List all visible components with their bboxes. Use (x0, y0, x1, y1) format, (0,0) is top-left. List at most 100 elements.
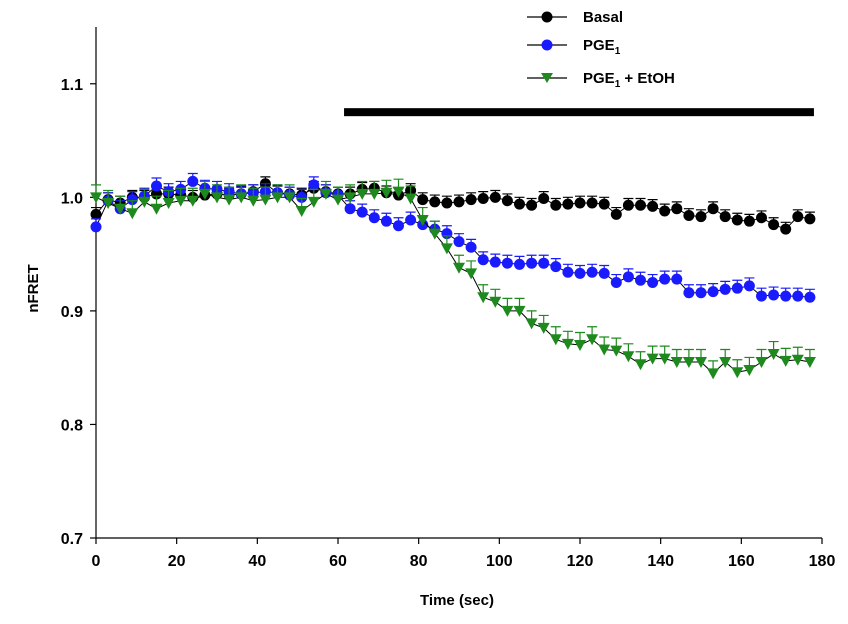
data-point-pge1 (707, 286, 719, 298)
data-point-basal (441, 197, 453, 209)
data-point-pge1-etoh (707, 368, 720, 380)
data-point-pge1-etoh (489, 296, 502, 308)
data-point-pge1-etoh (755, 356, 768, 368)
data-point-pge1 (501, 257, 513, 269)
data-point-pge1 (743, 280, 755, 292)
data-point-pge1-etoh (356, 188, 369, 200)
x-tick-label: 180 (809, 553, 836, 570)
data-point-pge1-etoh (658, 353, 671, 365)
data-point-basal (586, 197, 598, 209)
x-tick-label: 160 (728, 553, 755, 570)
data-point-basal (538, 192, 550, 204)
data-point-pge1-etoh (598, 344, 611, 356)
data-point-basal (550, 199, 562, 211)
data-point-pge1 (344, 203, 356, 215)
data-point-pge1-etoh (428, 228, 441, 240)
data-point-basal (756, 212, 767, 224)
data-point-basal (635, 199, 646, 211)
data-point-pge1-etoh (271, 192, 284, 204)
data-point-pge1-etoh (622, 351, 635, 363)
data-point-basal (731, 214, 743, 226)
data-point-pge1-etoh (803, 356, 816, 368)
y-tick-label: 0.7 (61, 531, 83, 548)
data-point-basal (477, 192, 489, 204)
data-point-pge1-etoh (368, 188, 381, 200)
data-point-pge1-etoh (513, 305, 526, 317)
data-point-pge1 (465, 241, 477, 253)
data-point-pge1-etoh (416, 215, 429, 227)
data-point-pge1 (756, 290, 767, 302)
data-point-pge1 (526, 257, 538, 269)
data-point-basal (610, 208, 622, 220)
data-point-pge1-etoh (453, 262, 465, 274)
data-point-pge1 (187, 175, 199, 187)
data-point-pge1-etoh (791, 354, 804, 366)
x-tick-label: 140 (647, 553, 674, 570)
x-tick-label: 120 (567, 553, 594, 570)
data-point-pge1 (296, 191, 308, 203)
data-point-pge1-etoh (138, 196, 151, 208)
data-point-pge1 (610, 277, 622, 288)
data-point-pge1-etoh (719, 356, 732, 368)
data-point-pge1-etoh (235, 192, 248, 204)
data-point-pge1-etoh (610, 345, 623, 357)
y-axis-title: nFRET (25, 264, 42, 312)
y-tick-label: 1.1 (61, 77, 83, 94)
data-point-pge1 (598, 267, 610, 279)
data-point-pge1-etoh (561, 338, 574, 350)
data-point-pge1-etoh (537, 322, 550, 334)
x-tick-label: 80 (410, 553, 428, 570)
legend-marker-basal (541, 11, 553, 23)
data-point-basal (453, 196, 465, 208)
data-point-basal (780, 223, 792, 235)
data-point-pge1-etoh (295, 205, 308, 217)
data-point-basal (659, 205, 671, 217)
data-point-pge1 (368, 212, 380, 224)
data-point-basal (683, 210, 695, 222)
data-point-basal (417, 194, 429, 206)
data-point-pge1 (90, 221, 102, 233)
data-point-pge1 (574, 267, 586, 279)
data-point-pge1-etoh (743, 364, 756, 376)
treatment-bar (344, 108, 814, 117)
data-point-pge1 (126, 194, 138, 206)
data-point-pge1 (635, 274, 646, 286)
data-point-pge1-etoh (307, 196, 320, 208)
data-point-pge1-etoh (404, 193, 417, 205)
data-point-pge1 (659, 273, 671, 285)
data-point-basal (647, 200, 659, 212)
data-point-pge1 (647, 277, 659, 288)
legend-label-pge1-etoh: PGE1 + EtOH (583, 70, 675, 90)
data-point-pge1-etoh (186, 195, 199, 207)
data-point-pge1 (550, 261, 562, 273)
data-point-pge1 (453, 236, 465, 248)
data-point-pge1-etoh (767, 349, 780, 361)
data-point-basal (562, 198, 574, 210)
data-point-basal (465, 194, 477, 206)
y-tick-label: 1.0 (61, 190, 83, 207)
data-point-pge1-etoh (114, 203, 127, 215)
data-point-pge1 (489, 256, 501, 268)
legend-label-basal: Basal (583, 9, 623, 26)
data-point-basal (598, 198, 610, 210)
x-tick-label: 20 (168, 553, 186, 570)
data-point-pge1-etoh (779, 355, 792, 367)
data-point-pge1 (683, 287, 695, 299)
data-point-pge1 (671, 273, 683, 285)
x-tick-label: 0 (92, 553, 101, 570)
data-point-pge1 (356, 206, 368, 218)
legend-marker-pge1-etoh (541, 73, 553, 83)
data-point-pge1 (792, 290, 804, 302)
data-point-pge1-etoh (682, 356, 695, 368)
data-point-pge1-etoh (223, 194, 236, 206)
data-point-pge1-etoh (162, 198, 175, 210)
data-point-basal (501, 195, 513, 207)
plot-area: 0 20 40 60 80 100 120 140 160 180 0.7 0.8 0.9 1.0 1.1 T… (25, 27, 835, 609)
x-tick-label: 60 (329, 553, 347, 570)
data-point-pge1 (768, 289, 780, 301)
legend-marker-pge1 (541, 39, 553, 51)
data-point-pge1 (405, 214, 417, 226)
data-point-basal (768, 219, 780, 231)
data-point-pge1-etoh (695, 356, 707, 368)
